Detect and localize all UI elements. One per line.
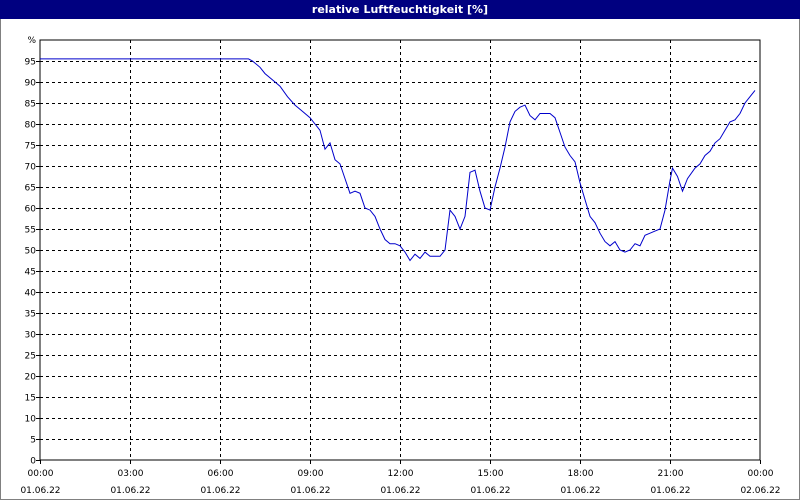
- x-tick-time-label: 12:00: [388, 469, 414, 479]
- x-tick-date-label: 02.06.22: [740, 486, 780, 496]
- y-tick-label: 10: [25, 415, 37, 425]
- x-tick-date-label: 01.06.22: [650, 486, 690, 496]
- x-tick-time-label: 00:00: [28, 469, 54, 479]
- humidity-series-line: [40, 58, 756, 262]
- y-tick-label: 70: [25, 163, 37, 173]
- y-tick-label: 30: [25, 331, 37, 341]
- y-tick-label: 80: [25, 121, 37, 131]
- y-tick-label: 40: [25, 289, 37, 299]
- y-tick-label: 50: [25, 247, 37, 257]
- y-tick-label: 65: [25, 184, 36, 194]
- y-tick-label: 55: [25, 226, 36, 236]
- x-tick-date-label: 01.06.22: [110, 486, 150, 496]
- x-tick-date-label: 01.06.22: [20, 486, 60, 496]
- x-tick-time-label: 18:00: [568, 469, 594, 479]
- x-tick-time-label: 21:00: [658, 469, 684, 479]
- x-tick-time-label: 15:00: [478, 469, 504, 479]
- y-tick-label: 45: [25, 268, 36, 278]
- x-tick-date-label: 01.06.22: [470, 486, 510, 496]
- chart-title: relative Luftfeuchtigkeit [%]: [0, 0, 800, 19]
- y-tick-label: 35: [25, 310, 36, 320]
- y-tick-label: 90: [25, 79, 37, 89]
- x-tick-date-label: 01.06.22: [200, 486, 240, 496]
- y-tick-label: 60: [25, 205, 37, 215]
- x-tick-time-label: 00:00: [748, 469, 774, 479]
- x-tick-date-label: 01.06.22: [560, 486, 600, 496]
- x-tick-date-label: 01.06.22: [290, 486, 330, 496]
- y-tick-label: 95: [25, 58, 36, 68]
- y-unit-label: %: [27, 36, 36, 46]
- x-tick-date-label: 01.06.22: [380, 486, 420, 496]
- x-tick-time-label: 03:00: [118, 469, 144, 479]
- y-tick-label: 0: [30, 457, 36, 467]
- y-tick-label: 85: [25, 100, 36, 110]
- y-tick-label: 5: [30, 436, 36, 446]
- y-tick-label: 75: [25, 142, 36, 152]
- y-tick-label: 25: [25, 352, 36, 362]
- y-tick-label: 20: [25, 373, 37, 383]
- y-tick-label: 15: [25, 394, 36, 404]
- x-tick-time-label: 06:00: [208, 469, 234, 479]
- x-tick-time-label: 09:00: [298, 469, 324, 479]
